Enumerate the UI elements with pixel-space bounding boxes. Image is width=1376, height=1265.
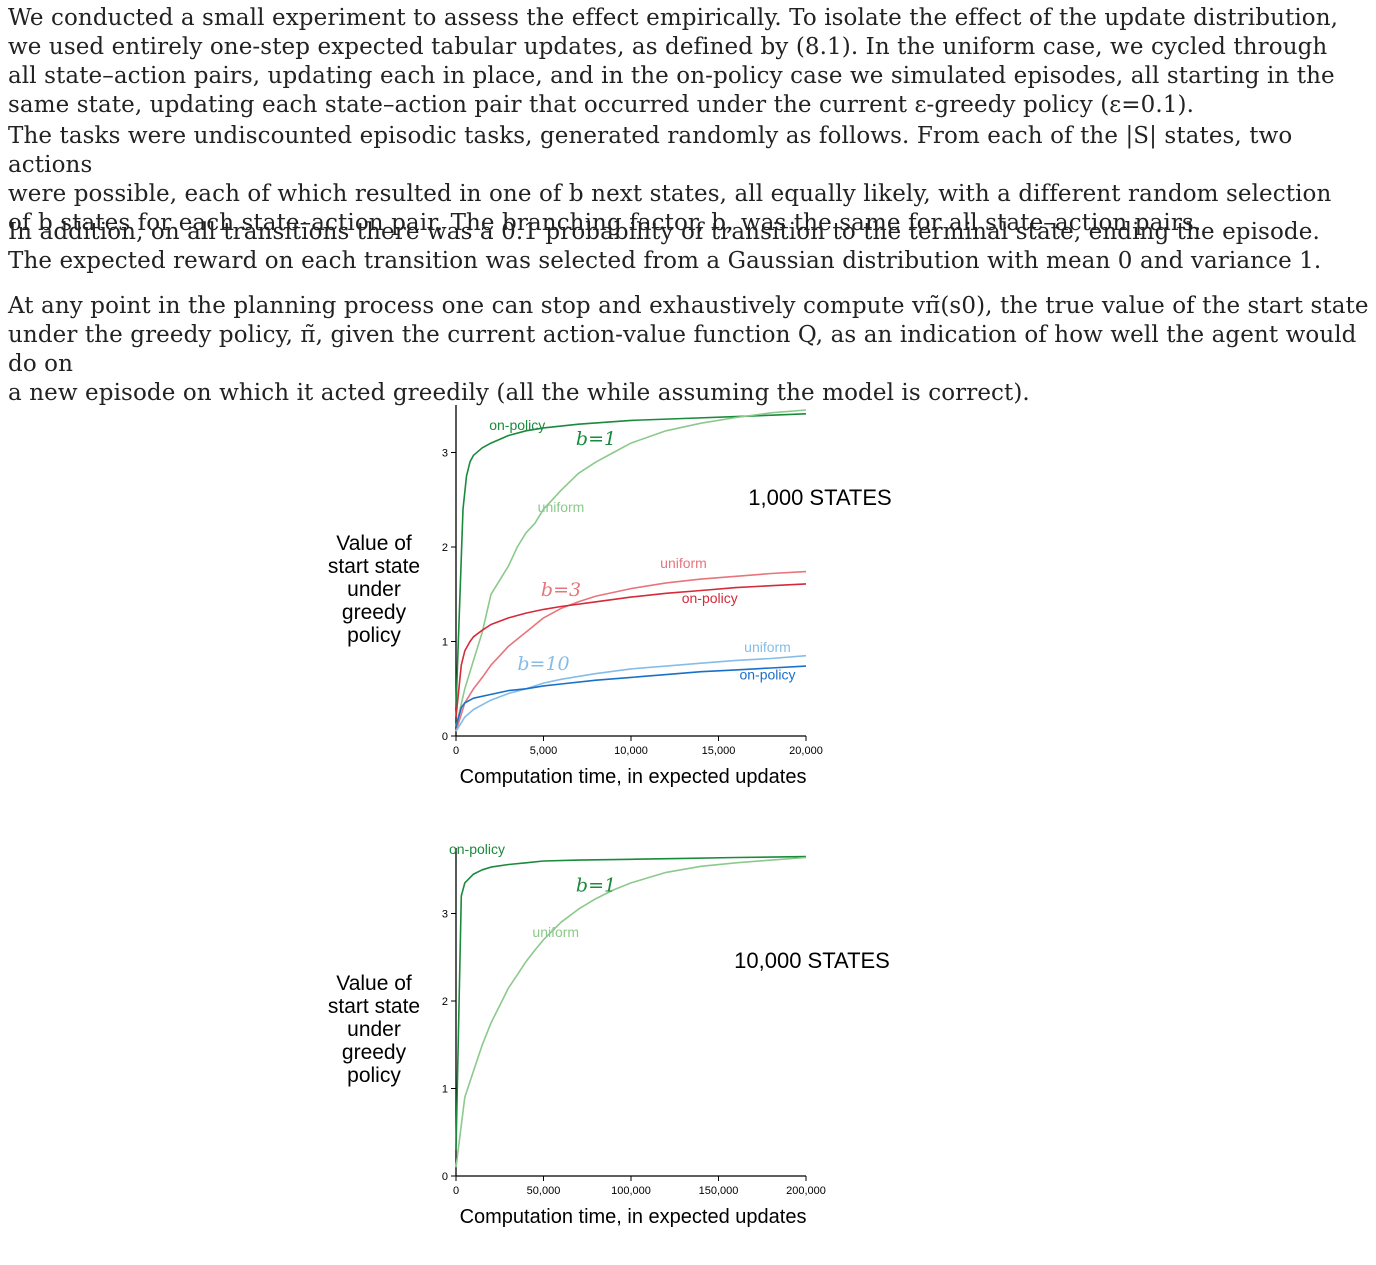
y-axis-label-line: policy: [347, 1064, 401, 1087]
y-axis-label-line: Value of: [336, 532, 412, 555]
y-axis-label-line: Value of: [336, 972, 412, 995]
x-tick-label: 5,000: [530, 745, 558, 757]
group-label-b-1: b=1: [576, 875, 616, 897]
y-tick-label: 3: [442, 909, 448, 921]
series-line-b-10-on-policy: [455, 665, 807, 727]
series-label-b-10-uniform: uniform: [744, 639, 791, 655]
chart-title: 10,000 STATES: [734, 948, 890, 973]
x-tick-label: 10,000: [614, 745, 648, 757]
chart-title: 1,000 STATES: [748, 485, 891, 510]
group-label-b-3: b=3: [541, 579, 581, 601]
series-label-b-3-on-policy: on-policy: [682, 590, 738, 606]
x-tick-label: 100,000: [611, 1185, 651, 1197]
y-axis-label-line: under: [347, 1018, 401, 1041]
paragraph-3: In addition, on all transitions there wa…: [8, 219, 1322, 274]
series-label-b-1-uniform: uniform: [538, 499, 585, 515]
series-label-b-10-on-policy: on-policy: [739, 666, 795, 682]
x-tick-label: 0: [453, 1185, 459, 1197]
chart-10000-states-svg: 0 1 2 3 0 50,000 100,000 150,000 200,000 Computat…: [328, 841, 890, 1228]
y-tick-label: 0: [442, 731, 448, 743]
x-tick-label: 50,000: [527, 1185, 561, 1197]
group-label-b-10: b=10: [517, 653, 569, 675]
x-tick-label: 150,000: [699, 1185, 739, 1197]
x-axis-label: Computation time, in expected updates: [460, 1206, 807, 1228]
y-axis-label-line: under: [347, 578, 401, 601]
chart-1000-states: 0 1 2 3 0 5,000 10,000 15,000 20,000 Computation …: [0, 395, 1000, 795]
chart-10000-states: 0 1 2 3 0 50,000 100,000 150,000 200,000 Computat…: [0, 830, 1000, 1240]
y-tick-label: 2: [442, 996, 448, 1008]
series-line-b-3-uniform: [455, 570, 807, 732]
y-axis-label-line: start state: [328, 995, 420, 1018]
y-axis-label-line: start state: [328, 555, 420, 578]
paragraph-1: We conducted a small experiment to asses…: [8, 5, 1339, 118]
y-axis-label: Value of start state under greedy policy: [328, 972, 420, 1087]
series-line-b-1-on-policy: [455, 855, 807, 1150]
paragraph-2: The tasks were undiscounted episodic tas…: [8, 123, 1332, 236]
x-axis-label: Computation time, in expected updates: [460, 766, 807, 788]
series-line-b-1-uniform: [455, 409, 807, 727]
y-tick-label: 3: [442, 448, 448, 460]
x-tick-label: 0: [453, 745, 459, 757]
x-tick-label: 20,000: [789, 745, 823, 757]
y-tick-label: 1: [442, 1084, 448, 1096]
series-line-b-3-on-policy: [455, 583, 807, 718]
series-line-b-1-uniform: [455, 856, 807, 1168]
y-axis-label: Value of start state under greedy policy: [328, 532, 420, 647]
series-label-b-3-uniform: uniform: [660, 555, 707, 571]
y-tick-label: 1: [442, 637, 448, 649]
series-line-b-1-on-policy: [455, 413, 807, 708]
series-label-b-1-on-policy: on-policy: [489, 417, 545, 433]
series-label-b-1-on-policy: on-policy: [449, 841, 505, 857]
y-axis-label-line: greedy: [342, 601, 407, 624]
x-tick-label: 200,000: [786, 1185, 826, 1197]
series-label-b-1-uniform: uniform: [532, 924, 579, 940]
chart-1000-states-svg: 0 1 2 3 0 5,000 10,000 15,000 20,000 Computation …: [328, 405, 892, 788]
x-tick-label: 15,000: [702, 745, 736, 757]
y-tick-label: 0: [442, 1171, 448, 1183]
series-line-b-10-uniform: [455, 654, 807, 732]
group-label-b-1: b=1: [576, 428, 616, 450]
y-axis-label-line: greedy: [342, 1041, 407, 1064]
paragraph-4: At any point in the planning process one…: [8, 293, 1369, 406]
y-axis-label-line: policy: [347, 624, 401, 647]
y-tick-label: 2: [442, 542, 448, 554]
